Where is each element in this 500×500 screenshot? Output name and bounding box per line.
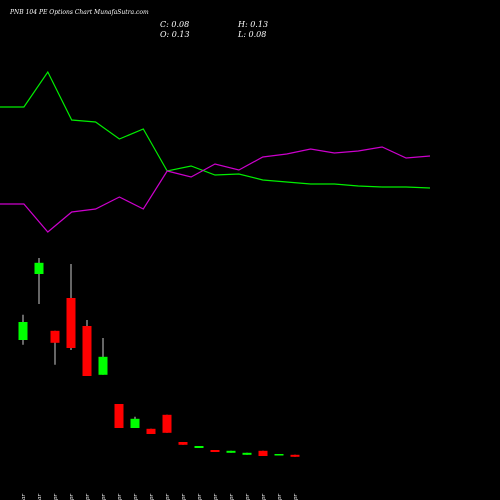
candle-body xyxy=(66,298,76,348)
candle-body xyxy=(18,322,28,340)
candle-body xyxy=(130,418,140,428)
chart-title: PNB 104 PE Options Chart MunafaSutra.com xyxy=(9,9,149,16)
x-tick-label: 15 Apr xyxy=(197,494,203,500)
candle-body xyxy=(50,330,60,343)
candle-body xyxy=(98,356,108,375)
candle-body xyxy=(194,446,204,448)
candle-body xyxy=(162,414,172,433)
x-tick-label: 10 Apr xyxy=(165,494,171,500)
candle-body xyxy=(258,450,268,456)
line-series xyxy=(0,146,431,233)
candle-body xyxy=(210,450,220,452)
x-tick-label: 07 Apr xyxy=(117,494,123,500)
candle-body xyxy=(146,428,156,434)
x-tick-label: 03 Apr xyxy=(85,494,91,500)
high-label: H: 0.13 xyxy=(237,20,268,29)
x-tick-label: 02 Apr xyxy=(69,494,75,500)
x-tick-label: 08 Apr xyxy=(133,494,139,500)
x-tick-label: 17 Apr xyxy=(229,494,235,500)
x-tick-label: 21 Apr xyxy=(245,494,251,500)
x-tick-label: 22 Apr xyxy=(261,494,267,500)
x-tick-label: 23 Apr xyxy=(277,494,283,500)
candle-body xyxy=(178,442,188,445)
x-tick-label: 28 Mar xyxy=(37,494,43,500)
close-label: C: 0.08 xyxy=(160,20,189,29)
x-tick-label: 11 Apr xyxy=(181,494,187,500)
candle-body xyxy=(226,450,236,453)
x-tick-label: 09 Apr xyxy=(149,494,155,500)
candle-body xyxy=(290,454,300,457)
open-label: O: 0.13 xyxy=(160,30,190,39)
candle-body xyxy=(82,326,92,376)
x-tick-label: 27 Mar xyxy=(21,494,27,500)
x-tick-label: 24 Apr xyxy=(293,494,299,500)
line-series xyxy=(0,70,431,189)
candle-body xyxy=(242,452,252,455)
x-tick-label: 04 Apr xyxy=(101,494,107,500)
candle-body xyxy=(114,404,124,428)
x-tick-label: 01 Apr xyxy=(53,494,59,500)
candle-body xyxy=(274,454,284,456)
low-label: L: 0.08 xyxy=(237,30,266,39)
candle-body xyxy=(34,262,44,274)
x-tick-label: 16 Apr xyxy=(213,494,219,500)
